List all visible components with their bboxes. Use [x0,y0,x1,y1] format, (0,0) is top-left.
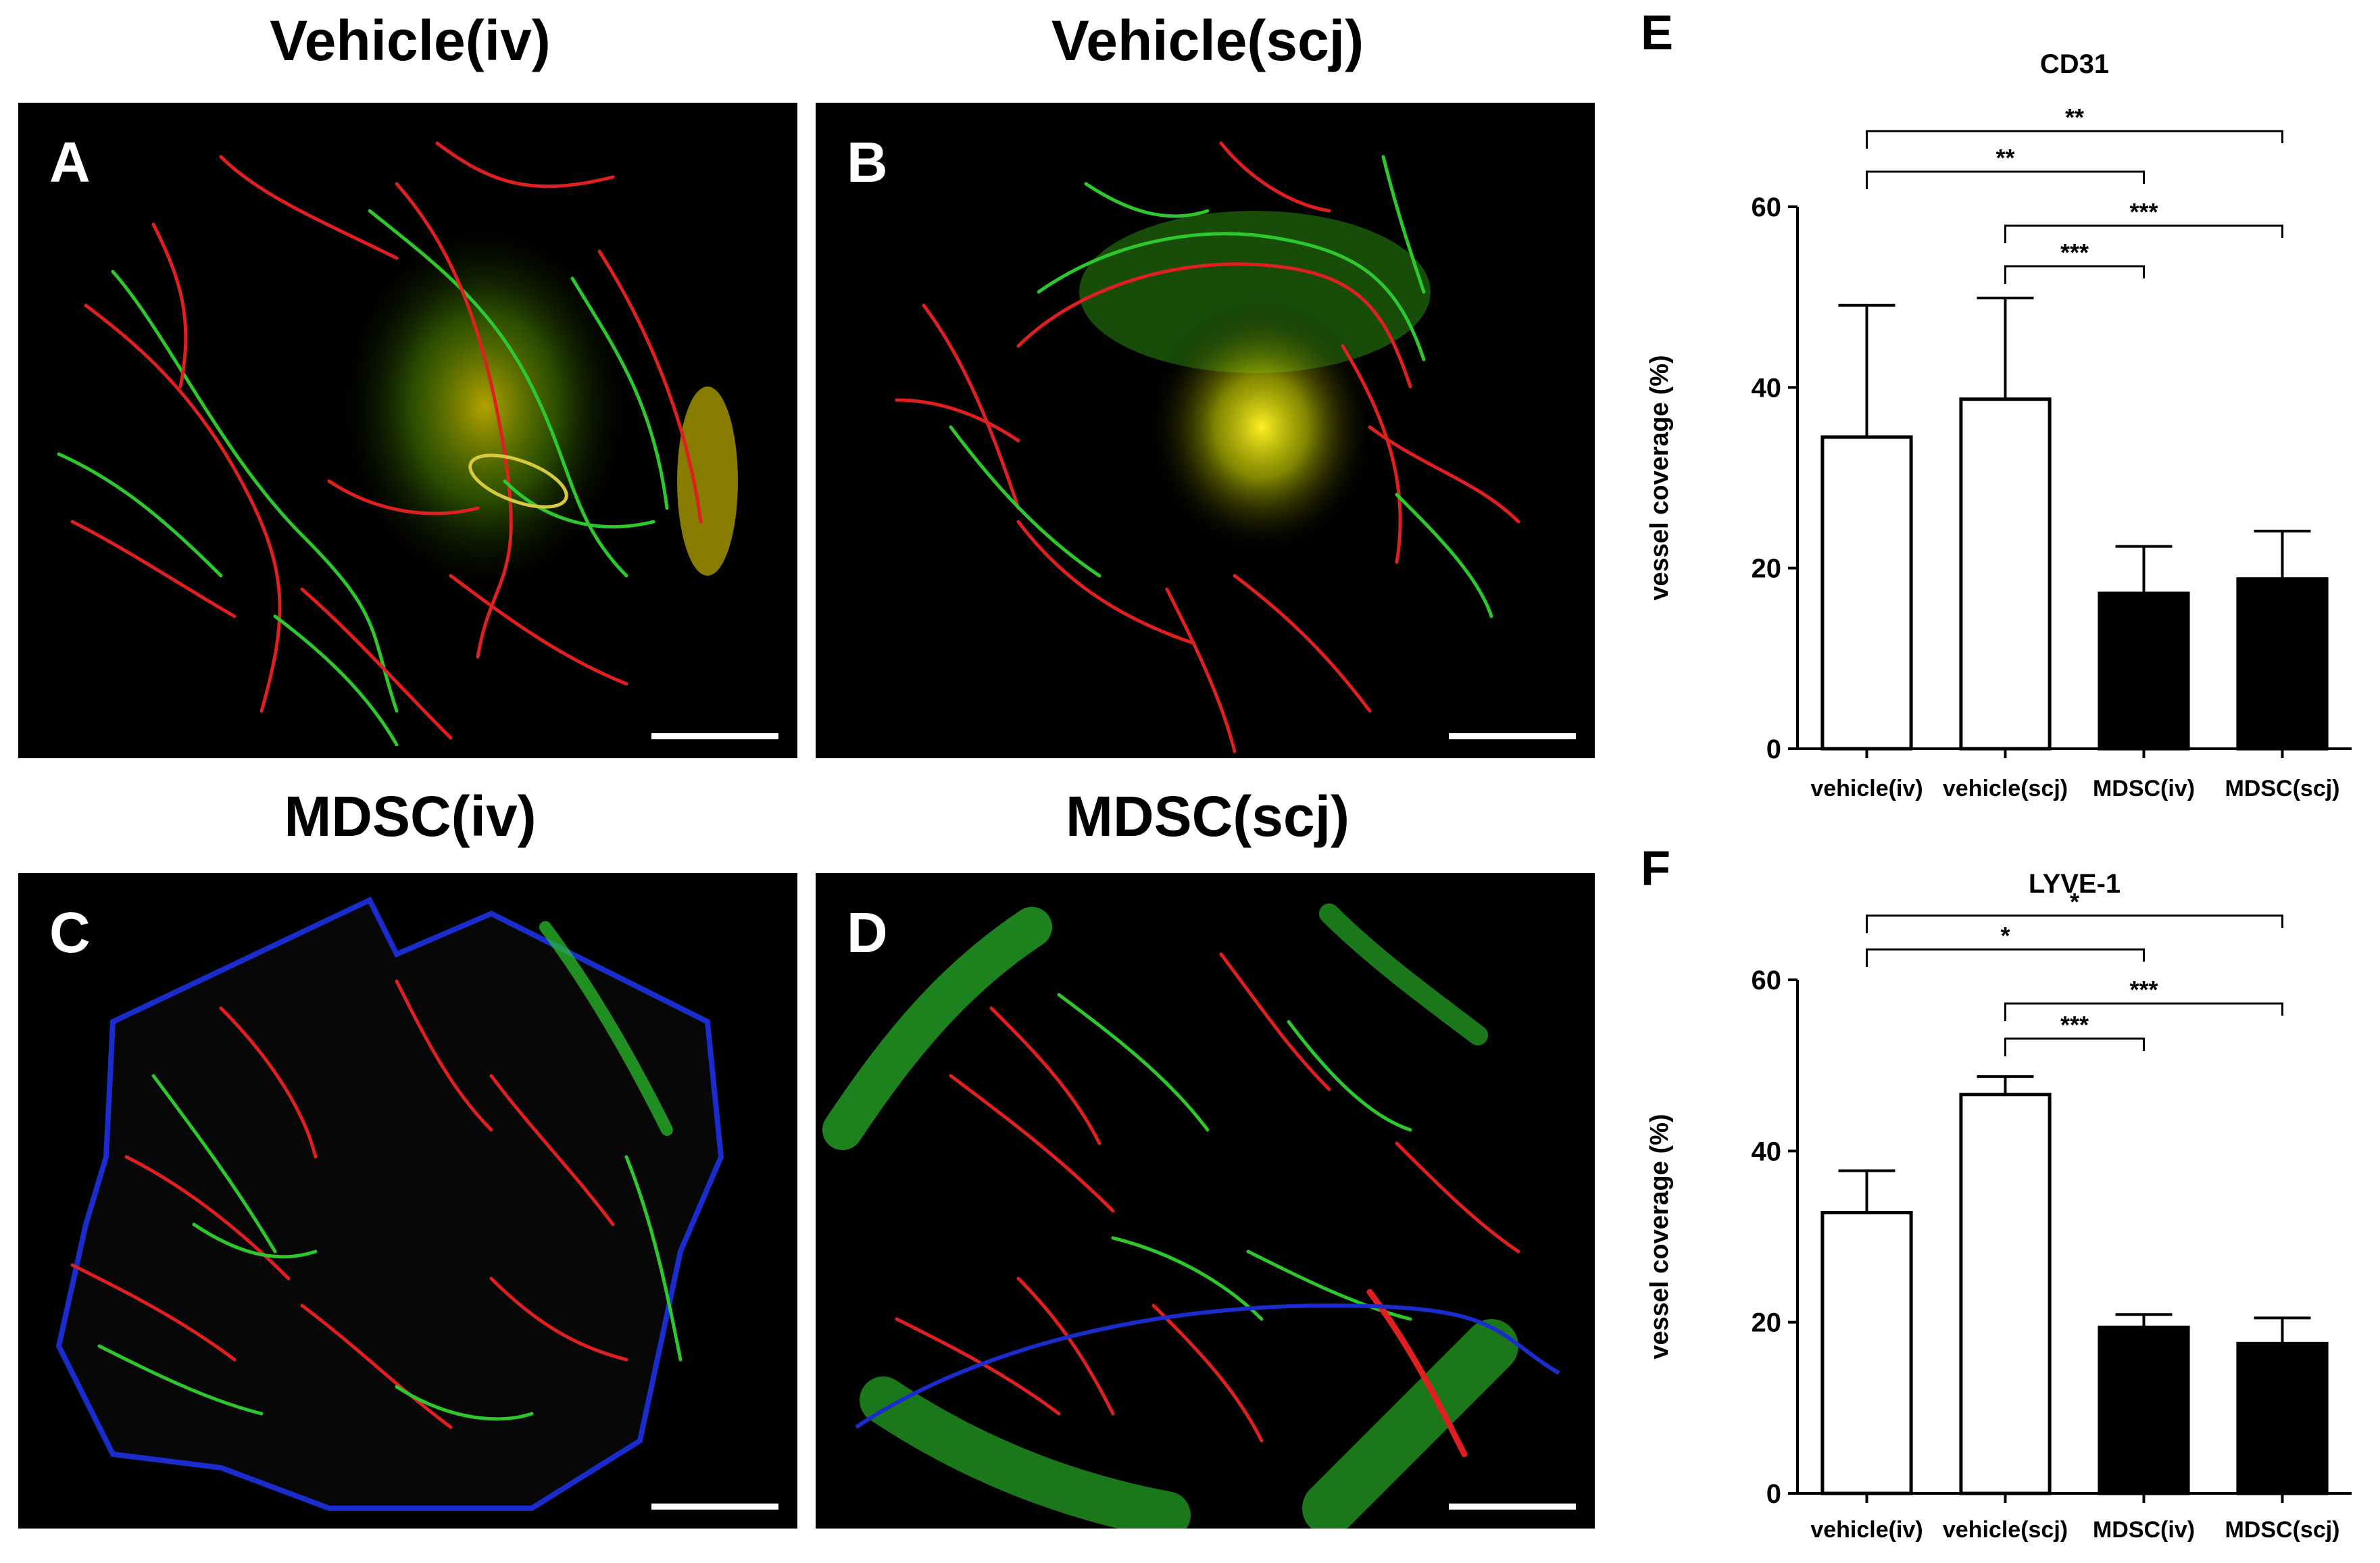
x-tick-label: vehicle(iv) [1810,1517,1923,1543]
panel-letter-d: D [847,901,888,964]
significance-bracket [2004,265,2145,284]
x-tick-label: MDSC(iv) [2093,776,2195,801]
y-tick-label: 0 [1766,735,1781,764]
significance-label: ** [1995,144,2014,172]
bar-MDSC(scj) [2236,1341,2329,1495]
x-tick-label: MDSC(iv) [2093,1517,2195,1543]
y-tick-label: 60 [1752,966,1782,995]
micrograph-panel-a: A [18,103,797,758]
scale-bar [1449,733,1576,739]
title-mdsc-iv: MDSC(iv) [284,785,537,848]
significance-label: *** [2129,976,2158,1003]
significance-bracket [1866,130,2283,149]
micrograph-panel-b: B [816,103,1595,758]
x-tick-label: vehicle(scj) [1943,776,2068,801]
significance-label: * [2070,888,2079,916]
x-tick-label: vehicle(scj) [1943,1517,2068,1543]
bar-MDSC(iv) [2098,1325,2190,1495]
y-tick-label: 20 [1752,554,1782,584]
chart-title: LYVE-1 [2029,869,2121,899]
bar-MDSC(iv) [2098,591,2190,751]
significance-bracket [2004,224,2283,243]
significance-bracket [2004,1037,2145,1056]
bar-vehicle(scj) [1959,1093,2052,1495]
bar-vehicle(iv) [1820,1211,1913,1495]
significance-label: * [2000,922,2010,949]
bar-vehicle(iv) [1820,435,1913,751]
micrograph-image-c [55,896,724,1511]
bar-vehicle(scj) [1959,397,2052,751]
x-tick-label: MDSC(scj) [2225,1517,2339,1543]
panel-letter-c: C [49,901,91,964]
micrograph-image-a [57,141,738,747]
y-tick-label: 0 [1766,1479,1781,1509]
y-tick-label: 40 [1752,1137,1782,1166]
micrograph-panel-d: D [816,873,1595,1529]
chart-title: CD31 [2040,49,2109,79]
chart-lyve1: LYVE-1 vessel coverage (%) 0 20 40 60 vehicle(… [1645,869,2352,1543]
y-tick-label: 40 [1752,373,1782,403]
bar-MDSC(scj) [2236,577,2329,751]
panel-letter-a: A [49,130,91,194]
title-vehicle-iv: Vehicle(iv) [270,9,551,72]
significance-bracket [1866,170,2145,189]
x-tick-label: vehicle(iv) [1810,776,1923,801]
y-tick-label: 60 [1752,193,1782,222]
panel-letter-b: B [847,130,888,194]
scale-bar [1449,1504,1576,1510]
chart-cd31: CD31 vessel coverage (%) 0 20 40 60 vehicle(iv… [1645,49,2352,801]
significance-bracket [1866,948,2145,967]
panel-letter-e: E [1641,6,1674,60]
micrograph-image-d [822,903,1560,1529]
micrograph-image-b [895,141,1520,753]
x-tick-label: MDSC(scj) [2225,776,2339,801]
scale-bar [651,1504,778,1510]
scale-bar [651,733,778,739]
y-axis-label: vessel coverage (%) [1645,1114,1674,1359]
title-vehicle-scj: Vehicle(scj) [1051,9,1364,72]
title-mdsc-scj: MDSC(scj) [1065,785,1350,848]
significance-label: *** [2129,198,2158,226]
micrograph-panel-c: C [18,873,797,1529]
y-tick-label: 20 [1752,1308,1782,1338]
significance-label: *** [2060,239,2089,266]
significance-label: ** [2065,103,2084,131]
significance-label: *** [2060,1011,2089,1039]
panel-letter-f: F [1641,842,1670,896]
significance-bracket [2004,1002,2283,1021]
y-axis-label: vessel coverage (%) [1645,355,1674,600]
significance-bracket [1866,914,2283,933]
